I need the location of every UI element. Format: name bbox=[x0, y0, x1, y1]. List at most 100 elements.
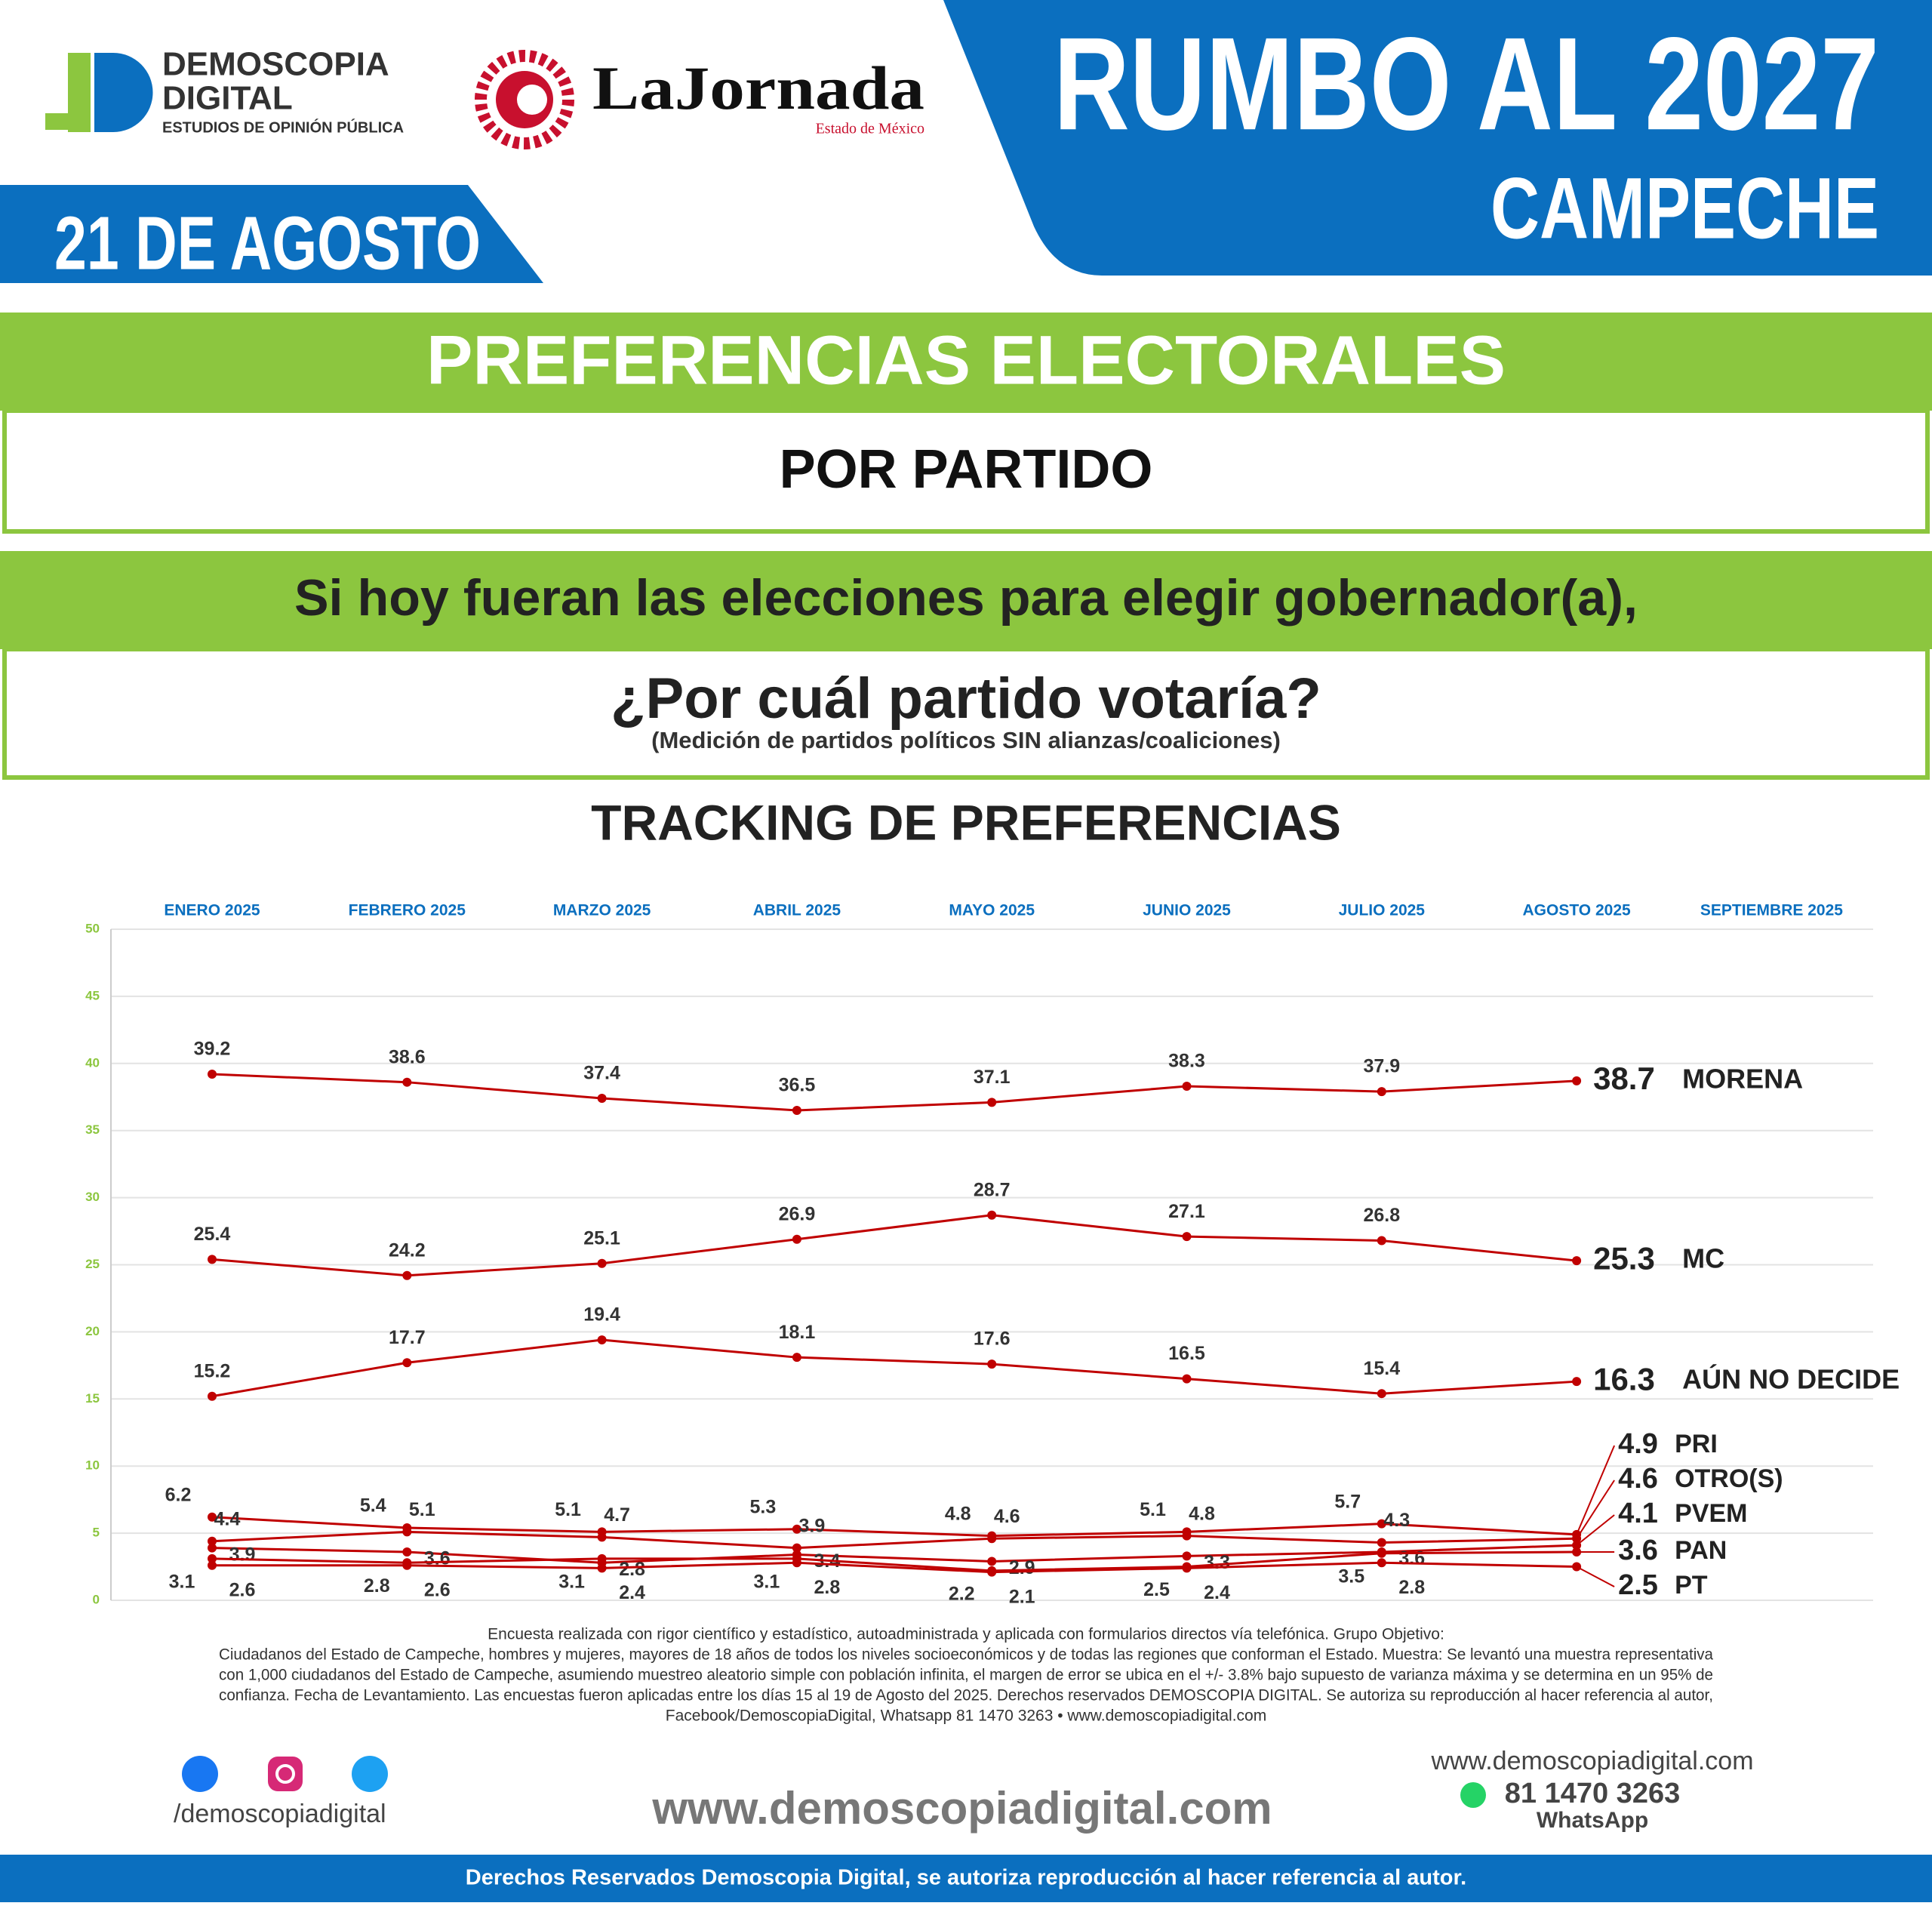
data-point bbox=[598, 1094, 607, 1103]
data-point bbox=[1183, 1563, 1192, 1572]
data-label: 2.8 bbox=[619, 1559, 645, 1580]
end-value-label: 16.3 bbox=[1593, 1361, 1655, 1396]
data-point bbox=[402, 1358, 411, 1367]
data-point bbox=[987, 1568, 996, 1577]
x-tick-label: ENERO 2025 bbox=[164, 902, 260, 919]
data-label: 3.9 bbox=[799, 1515, 826, 1536]
data-label: 5.4 bbox=[360, 1495, 386, 1516]
date: 21 DE AGOSTO bbox=[54, 201, 481, 285]
data-point bbox=[1377, 1236, 1386, 1245]
series-name: OTRO(S) bbox=[1675, 1464, 1783, 1493]
data-label: 3.6 bbox=[1398, 1548, 1425, 1569]
data-label: 19.4 bbox=[583, 1304, 620, 1326]
data-point bbox=[1183, 1532, 1192, 1541]
data-point bbox=[598, 1563, 607, 1572]
data-label: 3.1 bbox=[754, 1571, 780, 1592]
data-point bbox=[792, 1558, 801, 1567]
y-tick-label: 50 bbox=[85, 921, 100, 935]
data-point bbox=[208, 1561, 217, 1570]
leader-line bbox=[1577, 1567, 1614, 1587]
data-label: 25.1 bbox=[583, 1227, 620, 1249]
data-point bbox=[598, 1554, 607, 1563]
data-label: 16.5 bbox=[1168, 1343, 1205, 1364]
data-label: 4.8 bbox=[945, 1503, 971, 1524]
data-label: 2.4 bbox=[1204, 1582, 1230, 1603]
y-tick-label: 15 bbox=[85, 1391, 100, 1406]
end-value-label: 4.1 bbox=[1618, 1498, 1658, 1529]
phone: 81 1470 3263 bbox=[1505, 1778, 1680, 1809]
data-label: 5.3 bbox=[750, 1496, 777, 1517]
note-line: Ciudadanos del Estado de Campeche, hombr… bbox=[219, 1646, 1713, 1664]
data-label: 2.6 bbox=[424, 1579, 451, 1600]
data-point bbox=[987, 1098, 996, 1107]
data-label: 2.5 bbox=[1143, 1579, 1170, 1600]
data-point bbox=[1377, 1558, 1386, 1567]
data-label: 3.5 bbox=[1338, 1566, 1364, 1587]
data-label: 5.1 bbox=[1140, 1499, 1166, 1520]
end-value-label: 25.3 bbox=[1593, 1240, 1655, 1276]
y-tick-label: 45 bbox=[85, 988, 100, 1002]
data-label: 3.9 bbox=[229, 1544, 256, 1565]
data-label: 2.8 bbox=[364, 1575, 390, 1597]
data-point bbox=[1377, 1087, 1386, 1096]
data-label: 17.6 bbox=[974, 1329, 1011, 1350]
y-tick-label: 10 bbox=[85, 1458, 100, 1473]
data-label: 26.8 bbox=[1363, 1205, 1400, 1226]
data-point bbox=[402, 1078, 411, 1087]
data-point bbox=[208, 1070, 217, 1079]
series-name: PAN bbox=[1675, 1536, 1727, 1565]
data-point bbox=[1183, 1232, 1192, 1241]
series-name: PVEM bbox=[1675, 1499, 1747, 1528]
data-label: 5.7 bbox=[1334, 1491, 1361, 1512]
data-point bbox=[987, 1557, 996, 1566]
x-tick-label: FEBRERO 2025 bbox=[349, 902, 466, 919]
data-point bbox=[987, 1211, 996, 1220]
x-tick-label: SEPTIEMBRE 2025 bbox=[1700, 902, 1843, 919]
data-label: 37.4 bbox=[583, 1063, 620, 1084]
data-label: 39.2 bbox=[194, 1039, 231, 1060]
question-note: (Medición de partidos políticos SIN alia… bbox=[651, 727, 1281, 753]
series-name: MC bbox=[1682, 1243, 1724, 1274]
data-label: 17.7 bbox=[389, 1327, 426, 1348]
x-tick-label: ABRIL 2025 bbox=[753, 902, 841, 919]
heading: PREFERENCIAS ELECTORALES bbox=[426, 322, 1506, 399]
partner-sub: Estado de México bbox=[816, 121, 924, 137]
logo-name: DIGITAL bbox=[162, 80, 293, 117]
x-tick-label: MARZO 2025 bbox=[553, 902, 651, 919]
data-label: 3.1 bbox=[169, 1571, 195, 1592]
data-label: 25.4 bbox=[194, 1224, 231, 1245]
data-point bbox=[792, 1106, 801, 1115]
data-label: 37.1 bbox=[974, 1067, 1011, 1088]
y-tick-label: 25 bbox=[85, 1257, 100, 1271]
data-label: 2.9 bbox=[1009, 1557, 1035, 1578]
data-label: 4.7 bbox=[604, 1504, 630, 1526]
x-tick-label: AGOSTO 2025 bbox=[1523, 902, 1631, 919]
data-point bbox=[402, 1547, 411, 1557]
logo-name: DEMOSCOPIA bbox=[162, 46, 389, 83]
data-point bbox=[1572, 1076, 1581, 1085]
data-point bbox=[1183, 1551, 1192, 1560]
data-label: 2.6 bbox=[229, 1579, 256, 1600]
data-label: 24.2 bbox=[389, 1239, 426, 1261]
data-point bbox=[402, 1527, 411, 1536]
data-point bbox=[1572, 1377, 1581, 1386]
data-label: 4.8 bbox=[1189, 1503, 1215, 1524]
data-label: 3.3 bbox=[1204, 1552, 1230, 1573]
data-label: 38.6 bbox=[389, 1046, 426, 1067]
data-point bbox=[208, 1392, 217, 1401]
whatsapp-icon bbox=[1460, 1782, 1486, 1808]
data-label: 18.1 bbox=[779, 1322, 816, 1343]
data-label: 28.7 bbox=[974, 1179, 1011, 1200]
end-value-label: 4.9 bbox=[1618, 1428, 1658, 1460]
partner-name: LaJornada bbox=[592, 54, 924, 122]
data-label: 5.1 bbox=[555, 1499, 581, 1520]
series-name: AÚN NO DECIDE bbox=[1682, 1363, 1900, 1395]
y-tick-label: 5 bbox=[93, 1526, 100, 1540]
social-handle: /demoscopiadigital bbox=[174, 1800, 386, 1828]
question: ¿Por cuál partido votaría? bbox=[611, 667, 1321, 731]
data-label: 3.1 bbox=[558, 1571, 585, 1592]
data-point bbox=[598, 1532, 607, 1541]
note-line: Encuesta realizada con rigor científico … bbox=[488, 1626, 1444, 1643]
x-tick-label: MAYO 2025 bbox=[949, 902, 1035, 919]
